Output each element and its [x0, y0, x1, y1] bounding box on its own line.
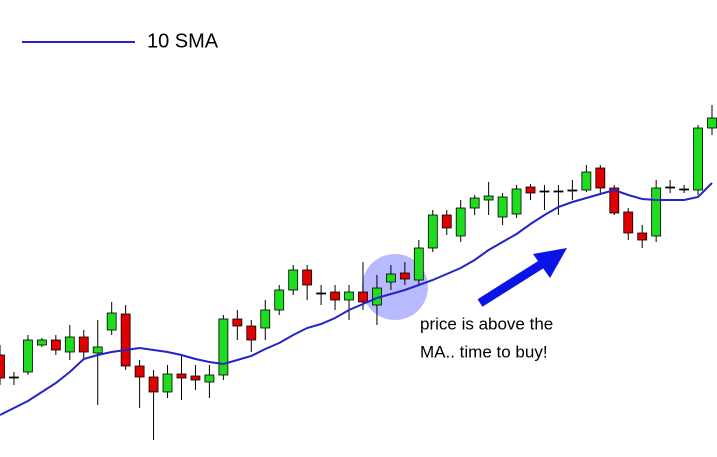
candle-body — [302, 269, 313, 286]
candle-body — [358, 291, 368, 303]
arrow-shaft — [477, 258, 548, 307]
candle-body — [260, 309, 271, 329]
candle-body — [637, 232, 648, 241]
annotation: MA.. time to buy! — [420, 342, 548, 361]
candle-body — [134, 365, 145, 378]
legend-label: 10 SMA — [147, 30, 219, 52]
candle-body — [92, 346, 103, 354]
candle-body — [399, 272, 410, 280]
candle-body — [9, 376, 19, 379]
candle-body — [651, 187, 662, 237]
candle-body — [553, 190, 564, 193]
candle-body — [36, 339, 47, 346]
candle-body — [23, 339, 33, 373]
candle-body — [50, 339, 61, 351]
candle-body — [232, 318, 243, 327]
candle-body — [707, 117, 717, 129]
candle-body — [274, 289, 285, 311]
candle-body — [176, 373, 187, 379]
candle-body — [162, 373, 173, 393]
candle-body — [78, 336, 89, 353]
candle-body — [288, 269, 299, 291]
candle-body — [693, 127, 703, 191]
candle-body — [218, 318, 229, 376]
candle-body — [413, 247, 424, 281]
candle-body — [525, 186, 536, 194]
candle-body — [330, 291, 340, 301]
candle-body — [609, 187, 620, 214]
candle-body — [623, 211, 634, 234]
legend: 10 SMA — [22, 30, 219, 52]
candle-body — [204, 374, 215, 383]
candle-body — [455, 207, 466, 237]
candle-body — [665, 186, 676, 189]
candle-body — [106, 312, 117, 331]
candle-body — [316, 292, 326, 295]
candle-body — [120, 313, 131, 367]
candle-body — [497, 196, 508, 218]
candle-body — [441, 214, 452, 229]
candle-body — [148, 376, 159, 393]
sma-line — [0, 182, 713, 416]
candle-body — [539, 190, 550, 193]
candle-body — [567, 189, 578, 192]
candle-body — [386, 273, 396, 283]
candle-body — [246, 325, 257, 341]
candle-body — [427, 214, 438, 249]
candle-body — [511, 188, 522, 215]
candle-body — [581, 171, 592, 191]
candle-body — [679, 188, 689, 191]
candle-body — [0, 354, 5, 379]
candle-body — [483, 195, 494, 201]
candle-body — [595, 167, 606, 189]
arrow-head — [533, 248, 567, 278]
annotation: price is above the — [420, 314, 553, 333]
candle-body — [64, 336, 75, 353]
plot — [0, 105, 717, 440]
candle-body — [469, 197, 480, 209]
candle-body — [344, 291, 354, 301]
candle-body — [190, 375, 201, 381]
